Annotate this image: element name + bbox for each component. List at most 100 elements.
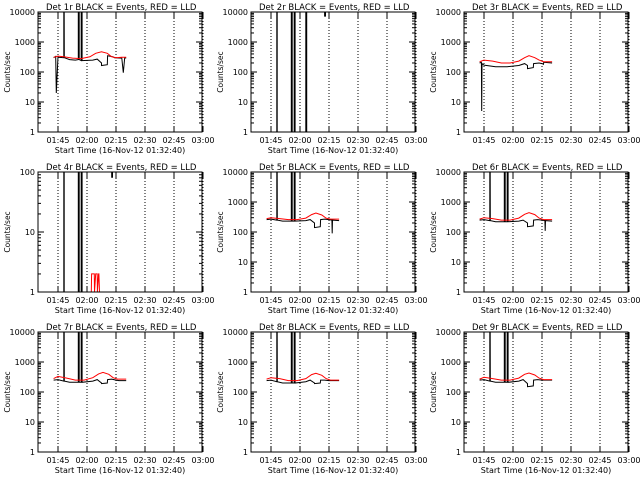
- plot-frame: [250, 11, 416, 133]
- chart-title: Det 8r BLACK = Events, RED = LLD: [259, 323, 410, 333]
- y-tick-label: 1: [456, 128, 461, 137]
- chart-title: Det 6r BLACK = Events, RED = LLD: [472, 163, 623, 173]
- plot-frame: [250, 331, 416, 453]
- y-axis-label: Counts/sec: [3, 51, 12, 92]
- x-tick-label: 02:30: [133, 136, 156, 145]
- y-tick-label: 10: [451, 418, 461, 427]
- y-tick-label: 1000: [15, 38, 35, 47]
- x-tick-label: 01:45: [259, 456, 282, 465]
- detector-panel-6: 1 10 100 1000 10000 01:45 02:00 02:15 02:30 02:45…: [429, 163, 640, 315]
- x-tick-label: 02:00: [75, 136, 98, 145]
- x-tick-label: 02:15: [530, 136, 553, 145]
- x-tick-label: 02:45: [588, 456, 611, 465]
- x-tick-label: 02:30: [346, 456, 369, 465]
- x-tick-label: 02:45: [375, 136, 398, 145]
- y-tick-label: 100: [233, 68, 248, 77]
- x-tick-label: 02:30: [559, 136, 582, 145]
- x-tick-label: 02:15: [530, 456, 553, 465]
- chart-title: Det 7r BLACK = Events, RED = LLD: [46, 323, 197, 333]
- y-tick-label: 10000: [436, 8, 461, 17]
- y-tick-label: 1000: [441, 358, 461, 367]
- x-tick-label: 02:00: [288, 296, 311, 305]
- y-tick-label: 10: [25, 418, 35, 427]
- detector-panel-5: 1 10 100 1000 10000 01:45 02:00 02:15 02:30 02:45…: [216, 163, 428, 315]
- x-tick-label: 03:00: [617, 136, 640, 145]
- series-lld-line: [479, 212, 553, 221]
- y-tick-label: 1000: [228, 198, 248, 207]
- y-axis-label: Counts/sec: [429, 371, 438, 412]
- detector-panel-2: 1 10 100 1000 10000 01:45 02:00 02:15 02:30 02:45…: [216, 3, 428, 155]
- y-tick-label: 10: [238, 98, 248, 107]
- y-tick-label: 10: [25, 228, 35, 237]
- x-tick-label: 03:00: [404, 136, 427, 145]
- y-tick-label: 1000: [441, 38, 461, 47]
- y-tick-label: 1000: [228, 38, 248, 47]
- x-tick-label: 02:45: [375, 456, 398, 465]
- series-lld-line: [479, 55, 553, 64]
- y-tick-label: 1: [243, 448, 248, 457]
- y-tick-label: 10000: [223, 328, 248, 337]
- x-tick-label: 01:45: [259, 296, 282, 305]
- plot-frame: [37, 11, 203, 133]
- detector-panel-7: 1 10 100 1000 10000 01:45 02:00 02:15 02:30 02:45…: [3, 323, 215, 475]
- y-tick-label: 10000: [436, 168, 461, 177]
- plot-frame: [37, 331, 203, 453]
- chart-title: Det 4r BLACK = Events, RED = LLD: [46, 163, 197, 173]
- series-lld-line: [479, 372, 553, 381]
- detector-panel-3: 1 10 100 1000 10000 01:45 02:00 02:15 02:30 02:45…: [429, 3, 640, 145]
- x-tick-label: 02:30: [559, 296, 582, 305]
- x-tick-label: 01:45: [472, 136, 495, 145]
- y-tick-label: 1: [456, 288, 461, 297]
- y-axis-label: Counts/sec: [429, 211, 438, 252]
- y-axis-label: Counts/sec: [429, 51, 438, 92]
- x-tick-label: 03:00: [617, 456, 640, 465]
- x-tick-label: 02:45: [588, 296, 611, 305]
- y-tick-label: 100: [20, 388, 35, 397]
- x-tick-label: 03:00: [404, 296, 427, 305]
- x-tick-label: 02:15: [317, 296, 340, 305]
- x-tick-label: 01:45: [259, 136, 282, 145]
- y-tick-label: 1000: [15, 358, 35, 367]
- y-tick-label: 1000: [228, 358, 248, 367]
- x-tick-label: 02:30: [346, 136, 369, 145]
- series-lld-line: [266, 212, 340, 221]
- x-tick-label: 02:30: [346, 296, 369, 305]
- series-events-line: [63, 171, 113, 292]
- chart-title: Det 3r BLACK = Events, RED = LLD: [472, 3, 623, 13]
- x-tick-label: 02:15: [317, 136, 340, 145]
- detector-panel-8: 1 10 100 1000 10000 01:45 02:00 02:15 02:30 02:45…: [216, 323, 428, 475]
- y-tick-label: 1: [243, 288, 248, 297]
- y-axis-label: Counts/sec: [216, 211, 225, 252]
- y-tick-label: 100: [446, 68, 461, 77]
- y-tick-label: 100: [446, 228, 461, 237]
- series-events-line: [266, 171, 340, 234]
- chart-title: Det 9r BLACK = Events, RED = LLD: [472, 323, 623, 333]
- series-lld-line: [53, 371, 127, 381]
- x-tick-label: 01:45: [46, 296, 69, 305]
- series-events-line: [479, 171, 553, 231]
- x-tick-label: 01:45: [46, 456, 69, 465]
- x-axis-label: Start Time (16-Nov-12 01:32:40): [55, 466, 185, 475]
- x-tick-label: 02:00: [75, 296, 98, 305]
- y-tick-label: 100: [233, 388, 248, 397]
- x-tick-label: 02:45: [375, 296, 398, 305]
- y-tick-label: 10000: [436, 328, 461, 337]
- x-tick-label: 02:00: [75, 456, 98, 465]
- x-axis-label: Start Time (16-Nov-12 01:32:40): [268, 306, 398, 315]
- x-axis-label: Start Time (16-Nov-12 01:32:40): [268, 146, 398, 155]
- y-tick-label: 10: [238, 418, 248, 427]
- y-axis-label: Counts/sec: [3, 371, 12, 412]
- x-tick-label: 02:15: [104, 296, 127, 305]
- y-tick-label: 1: [30, 288, 35, 297]
- chart-title: Det 5r BLACK = Events, RED = LLD: [259, 163, 410, 173]
- x-tick-label: 02:00: [501, 456, 524, 465]
- x-tick-label: 02:45: [162, 296, 185, 305]
- series-lld-line: [89, 273, 100, 293]
- x-tick-label: 03:00: [191, 456, 214, 465]
- series-lld-line: [53, 51, 127, 60]
- y-tick-label: 10: [25, 98, 35, 107]
- x-tick-label: 01:45: [46, 136, 69, 145]
- detector-panel-9: 1 10 100 1000 10000 01:45 02:00 02:15 02:30 02:45…: [429, 323, 640, 475]
- plot-frame: [463, 11, 629, 133]
- plot-frame: [463, 171, 629, 293]
